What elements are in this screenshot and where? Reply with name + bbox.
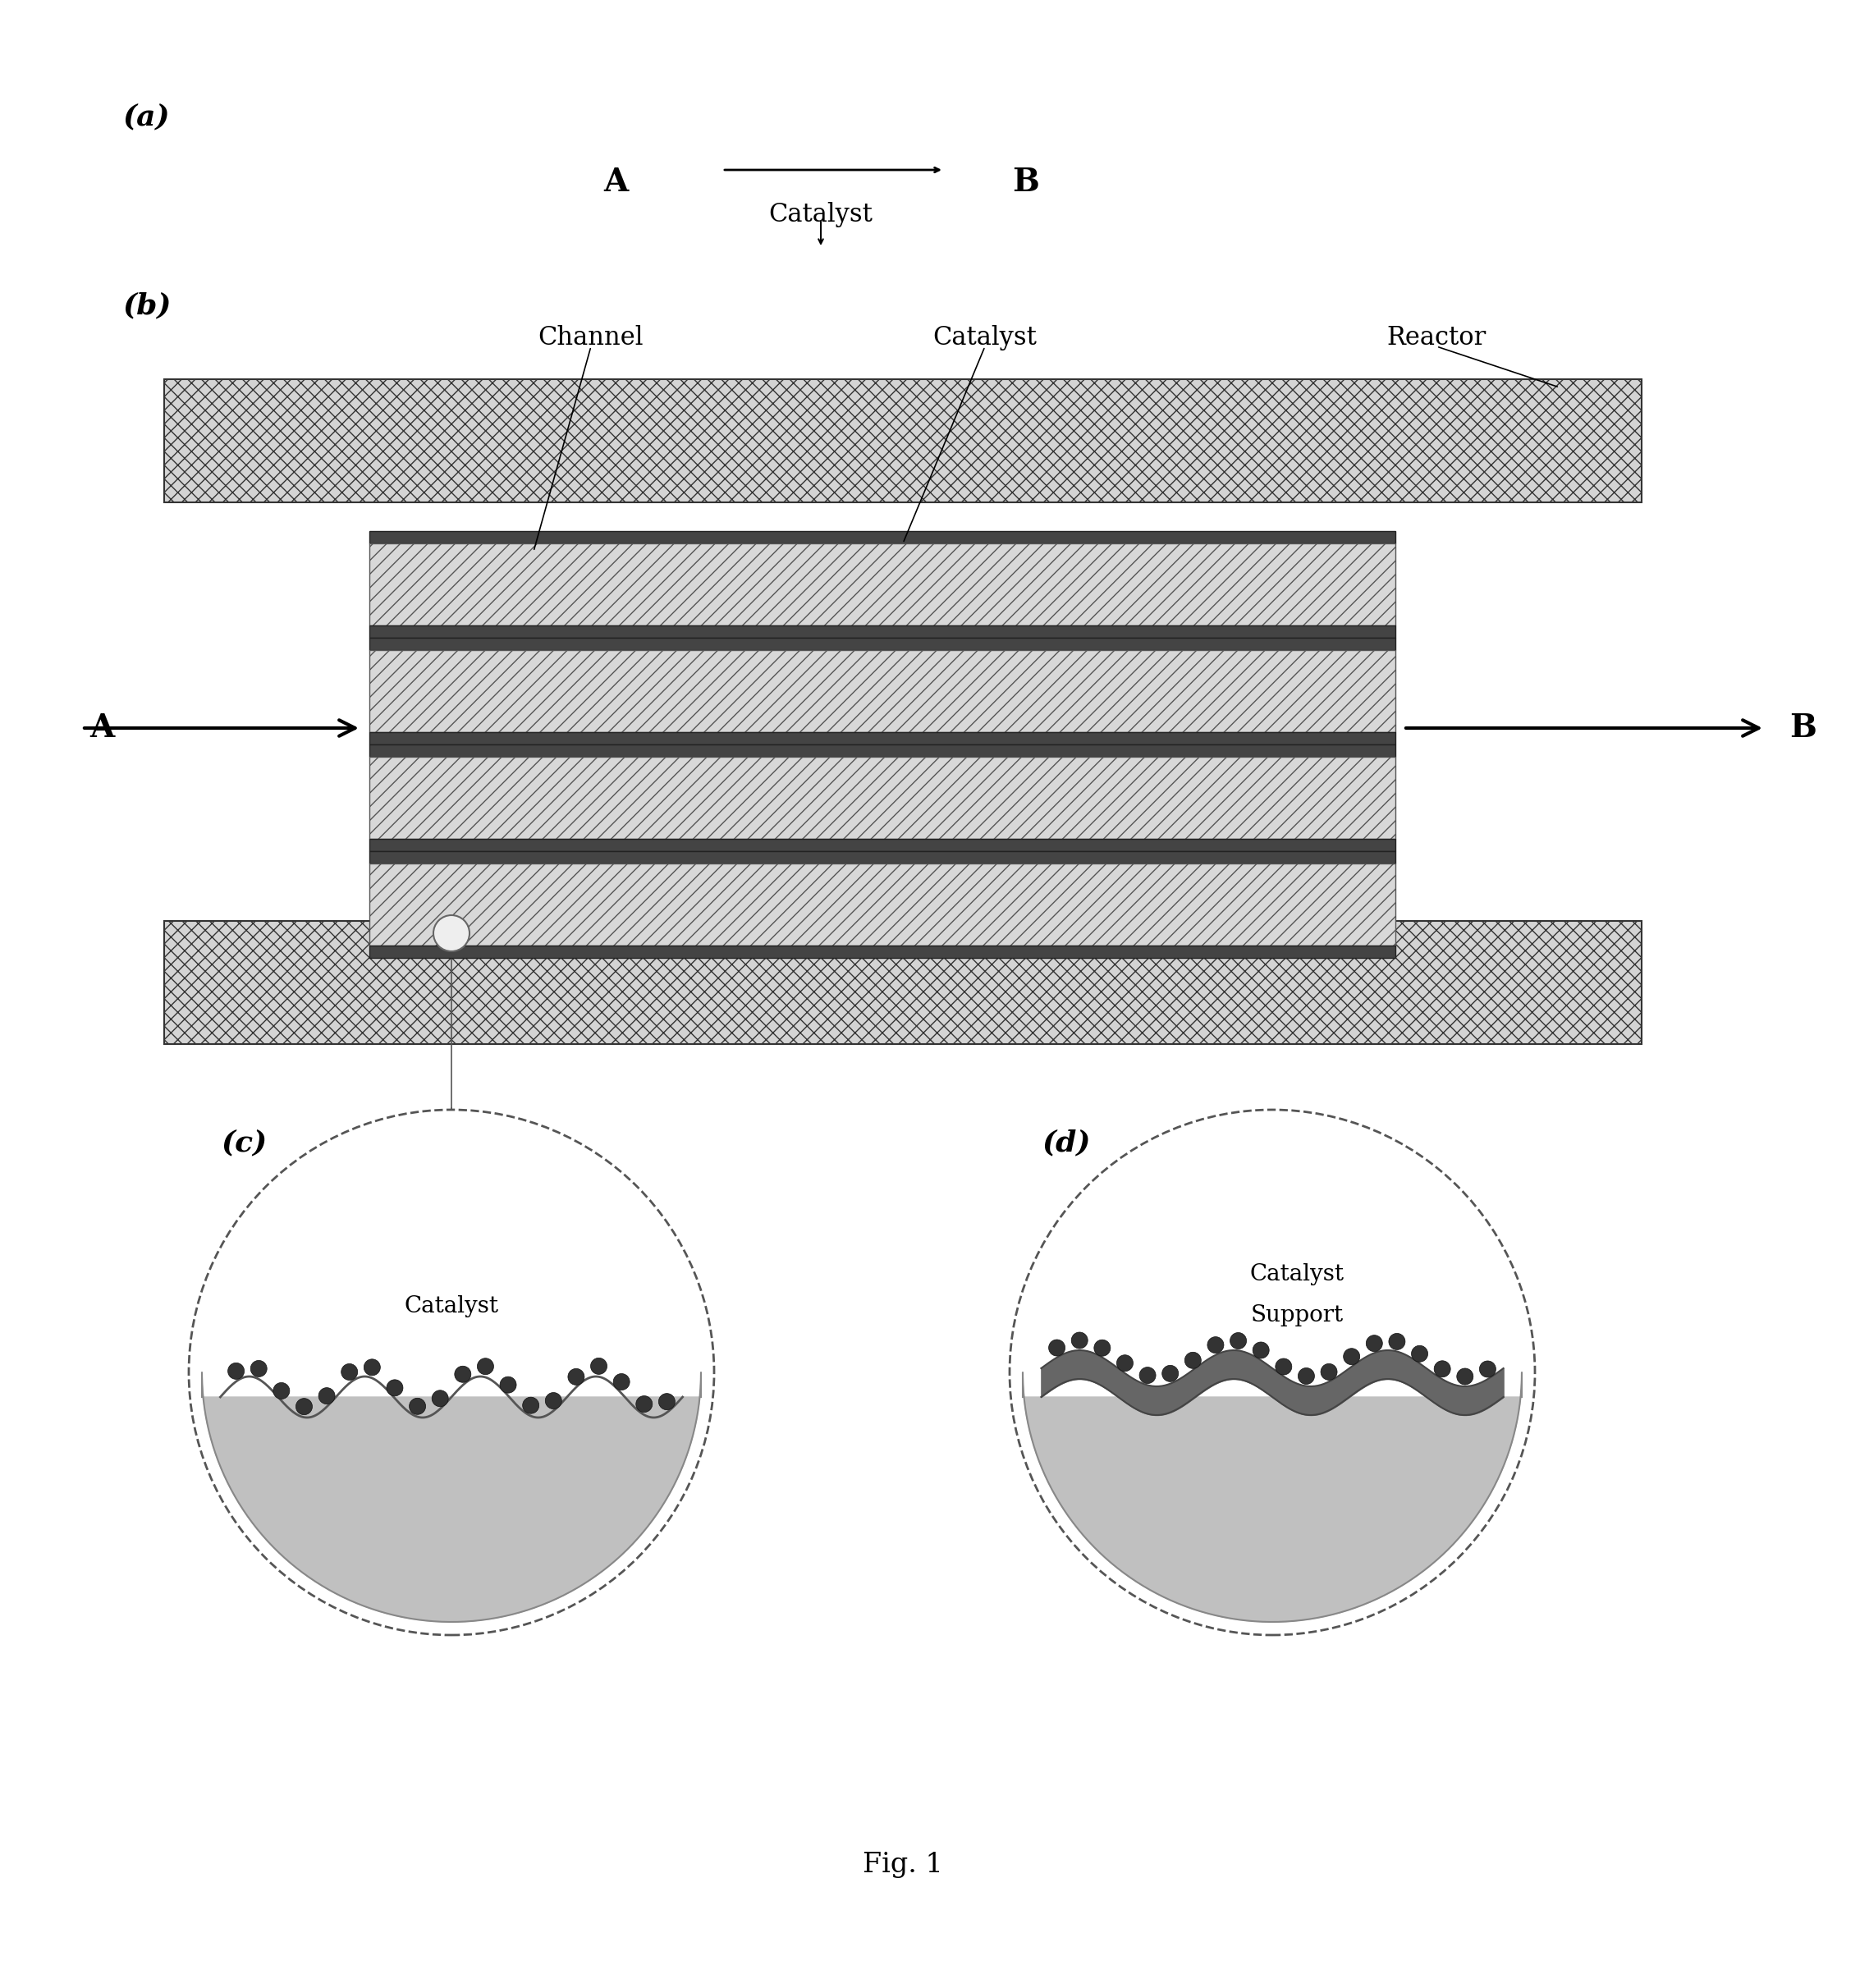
Circle shape bbox=[1321, 1364, 1336, 1380]
Circle shape bbox=[273, 1382, 290, 1400]
Circle shape bbox=[591, 1358, 607, 1374]
FancyBboxPatch shape bbox=[370, 946, 1396, 958]
Circle shape bbox=[1116, 1356, 1133, 1372]
Circle shape bbox=[387, 1380, 404, 1396]
Circle shape bbox=[523, 1398, 538, 1413]
Circle shape bbox=[432, 1390, 449, 1408]
Circle shape bbox=[318, 1388, 335, 1404]
Text: B: B bbox=[1789, 712, 1817, 744]
Circle shape bbox=[1299, 1368, 1314, 1384]
Circle shape bbox=[1480, 1362, 1495, 1378]
Text: Support: Support bbox=[1250, 1304, 1344, 1326]
Text: Reactor: Reactor bbox=[1387, 326, 1486, 352]
Text: Channel: Channel bbox=[1220, 1483, 1325, 1509]
Circle shape bbox=[1185, 1352, 1202, 1368]
Circle shape bbox=[1071, 1332, 1088, 1348]
Circle shape bbox=[1434, 1360, 1450, 1378]
Circle shape bbox=[250, 1360, 267, 1378]
Circle shape bbox=[454, 1366, 471, 1382]
Circle shape bbox=[1344, 1348, 1361, 1364]
FancyBboxPatch shape bbox=[370, 626, 1396, 638]
Text: (c): (c) bbox=[222, 1129, 267, 1157]
FancyBboxPatch shape bbox=[370, 531, 1396, 543]
Polygon shape bbox=[1022, 1372, 1521, 1622]
Circle shape bbox=[546, 1392, 563, 1409]
Circle shape bbox=[189, 1109, 714, 1634]
Circle shape bbox=[342, 1364, 357, 1380]
Circle shape bbox=[477, 1358, 493, 1374]
Circle shape bbox=[568, 1368, 585, 1386]
Text: Channel: Channel bbox=[538, 326, 643, 352]
Circle shape bbox=[1009, 1109, 1534, 1634]
Circle shape bbox=[1275, 1358, 1291, 1376]
Circle shape bbox=[1163, 1366, 1179, 1382]
FancyBboxPatch shape bbox=[370, 863, 1396, 946]
FancyBboxPatch shape bbox=[370, 757, 1396, 839]
Circle shape bbox=[1389, 1334, 1405, 1350]
Circle shape bbox=[409, 1398, 426, 1415]
FancyBboxPatch shape bbox=[370, 732, 1396, 744]
Circle shape bbox=[1049, 1340, 1065, 1356]
Text: Channel: Channel bbox=[398, 1483, 505, 1509]
Text: Fig. 1: Fig. 1 bbox=[863, 1851, 944, 1879]
Circle shape bbox=[499, 1376, 516, 1394]
FancyBboxPatch shape bbox=[370, 543, 1396, 626]
Circle shape bbox=[1411, 1346, 1428, 1362]
Circle shape bbox=[364, 1360, 379, 1376]
FancyBboxPatch shape bbox=[370, 744, 1396, 757]
Circle shape bbox=[1140, 1368, 1155, 1384]
Circle shape bbox=[613, 1374, 630, 1390]
Circle shape bbox=[1366, 1336, 1383, 1352]
Text: (a): (a) bbox=[123, 103, 170, 131]
Text: Catalyst: Catalyst bbox=[933, 326, 1037, 352]
FancyBboxPatch shape bbox=[370, 650, 1396, 732]
FancyBboxPatch shape bbox=[370, 851, 1396, 863]
Circle shape bbox=[1252, 1342, 1269, 1358]
Text: Catalyst: Catalyst bbox=[404, 1296, 499, 1318]
Text: Catalyst: Catalyst bbox=[768, 203, 873, 229]
Text: B: B bbox=[1013, 167, 1039, 199]
Text: Catalyst: Catalyst bbox=[1250, 1262, 1344, 1284]
Circle shape bbox=[1207, 1336, 1224, 1354]
Polygon shape bbox=[202, 1372, 701, 1622]
Text: (d): (d) bbox=[1043, 1129, 1091, 1157]
FancyBboxPatch shape bbox=[370, 839, 1396, 851]
Circle shape bbox=[434, 914, 469, 952]
Circle shape bbox=[635, 1396, 652, 1411]
Text: A: A bbox=[604, 167, 628, 199]
Circle shape bbox=[1093, 1340, 1110, 1356]
Circle shape bbox=[658, 1394, 675, 1409]
Circle shape bbox=[1456, 1368, 1473, 1386]
FancyBboxPatch shape bbox=[370, 638, 1396, 650]
Circle shape bbox=[295, 1398, 312, 1415]
Text: (b): (b) bbox=[123, 292, 172, 320]
Circle shape bbox=[228, 1364, 245, 1380]
Text: A: A bbox=[90, 712, 114, 744]
FancyBboxPatch shape bbox=[164, 380, 1641, 503]
FancyBboxPatch shape bbox=[164, 920, 1641, 1044]
Circle shape bbox=[1230, 1332, 1247, 1350]
